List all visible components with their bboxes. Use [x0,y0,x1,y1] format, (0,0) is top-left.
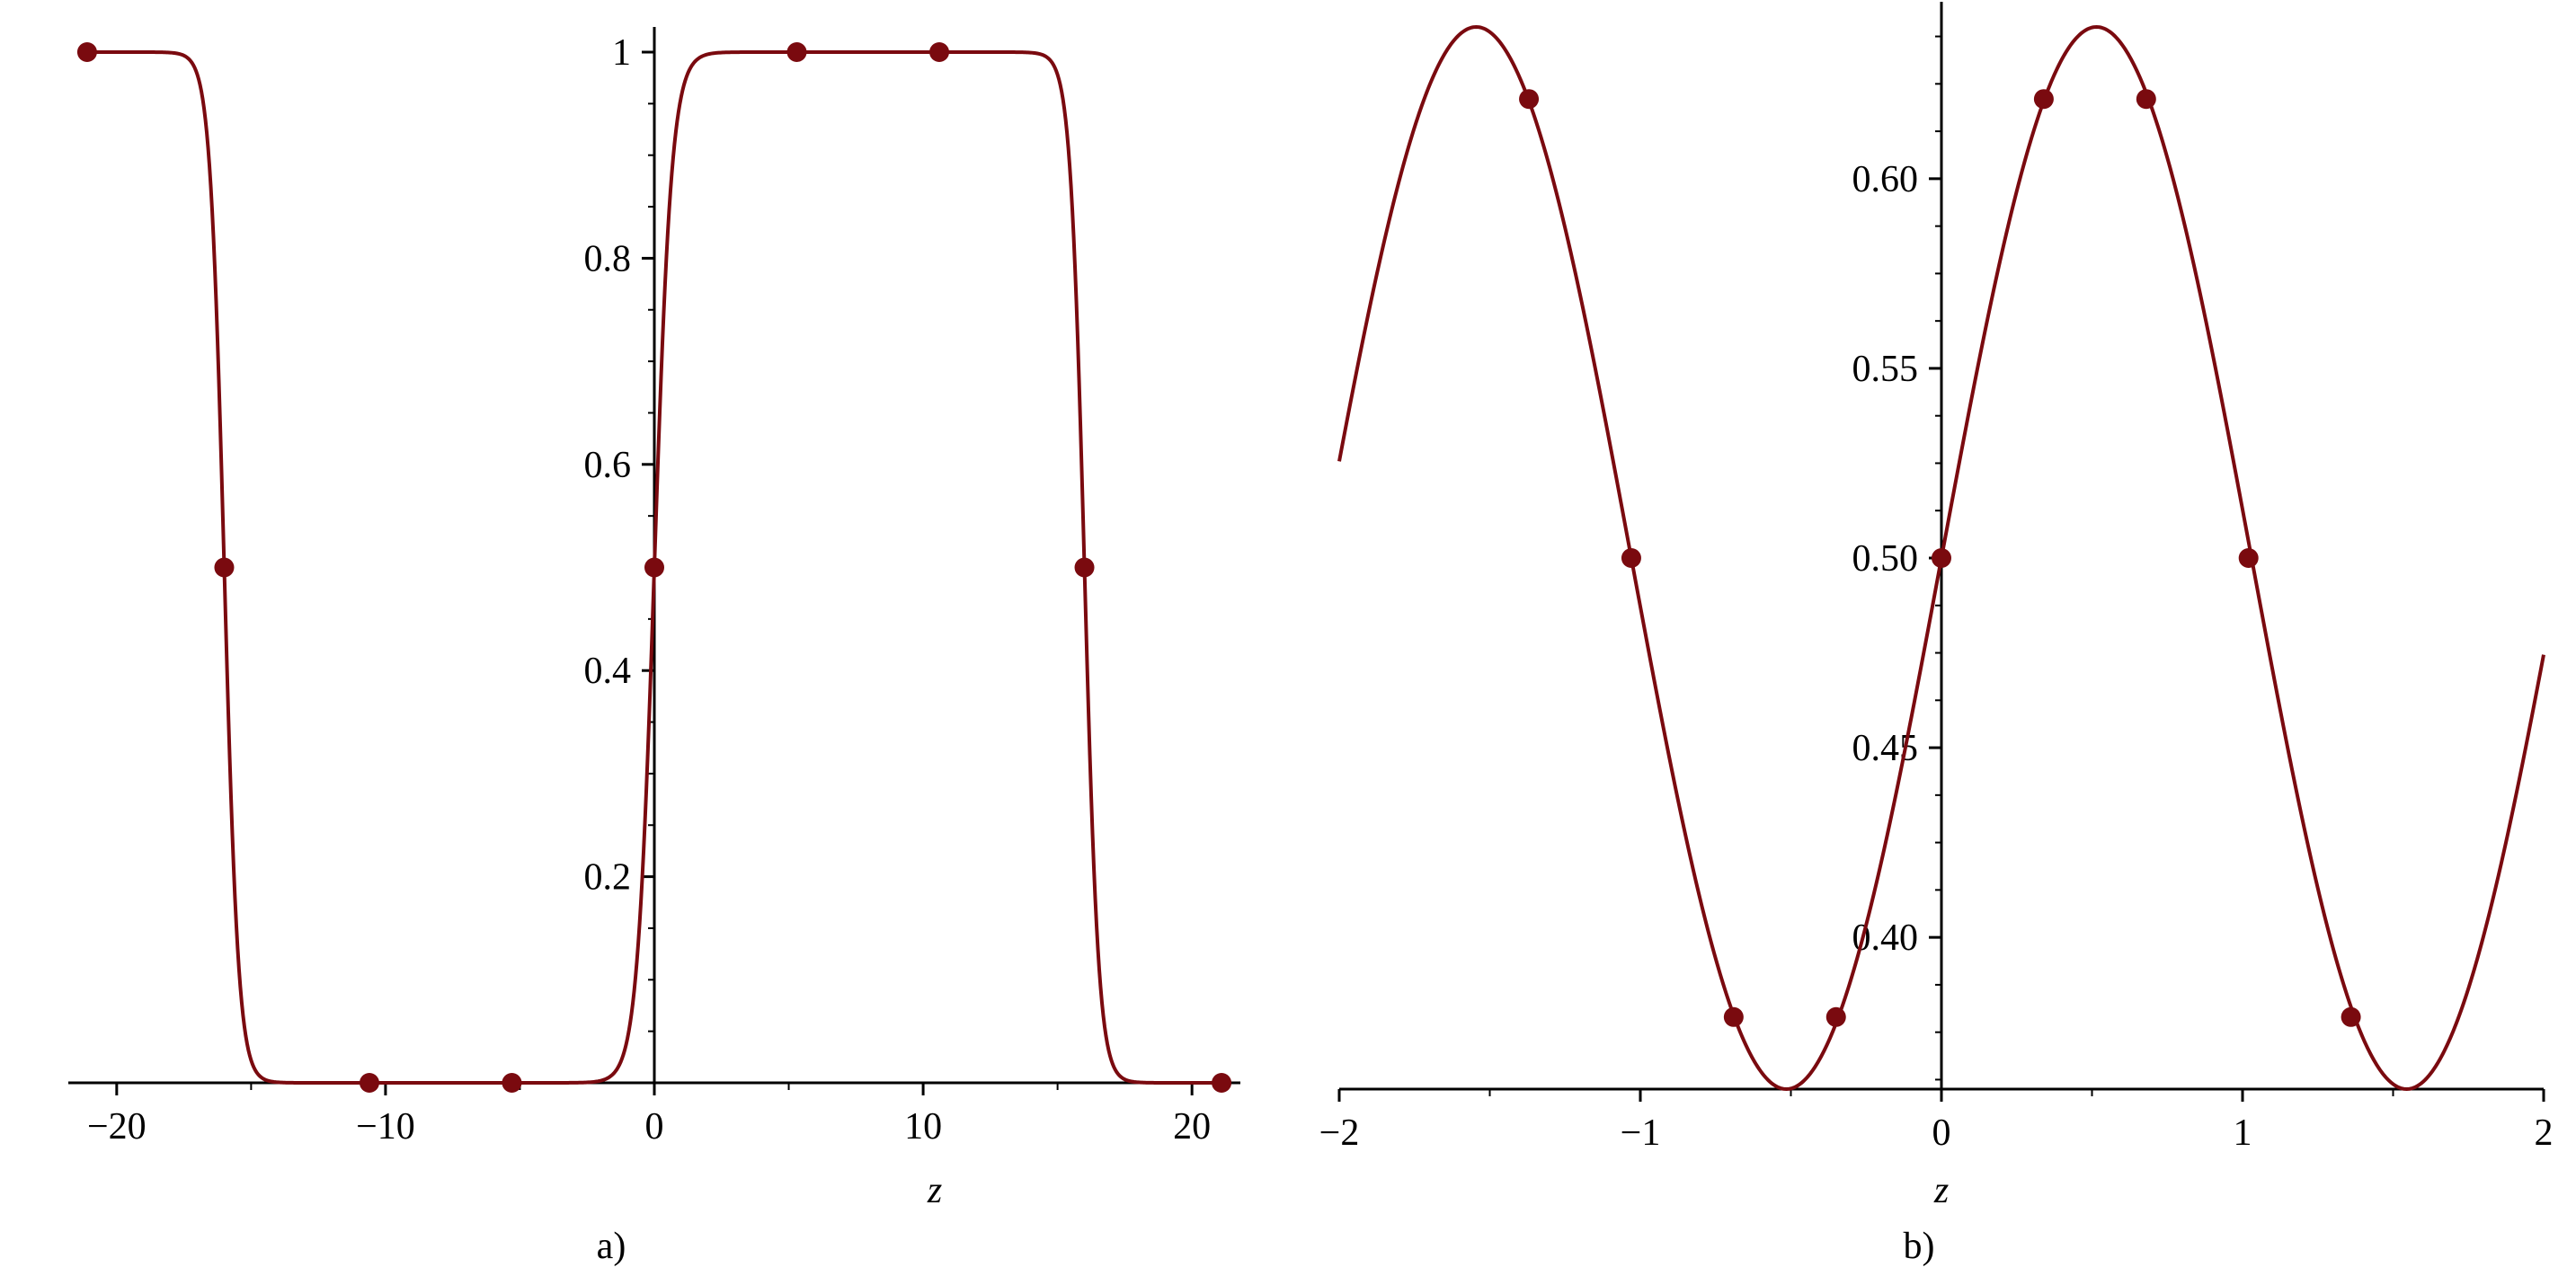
panel-a-chart: −20 −10 0 10 20 0.2 0.4 0.6 0.8 1 z a) [68,27,1240,1267]
y-tick-label: 0.2 [584,857,632,899]
x-tick-label: 20 [1173,1106,1211,1148]
x-axis-label: z [1933,1170,1949,1211]
x-tick-label: −20 [87,1106,147,1148]
x-tick-label: 10 [904,1106,942,1148]
x-tick-label: −1 [1621,1112,1661,1154]
data-point [359,1073,379,1093]
data-point [1212,1073,1232,1093]
x-tick-label: 2 [2535,1112,2554,1154]
data-point [2238,548,2259,568]
y-tick-label: 0.50 [1852,538,1919,580]
y-tick-label: 1 [612,32,631,74]
data-point [2033,89,2054,110]
x-tick-label: −10 [356,1106,415,1148]
data-point [1074,557,1095,578]
y-tick-label: 0.4 [584,651,632,692]
y-tick-label: 0.60 [1852,159,1919,200]
data-point [1825,1006,1846,1027]
data-point [929,42,950,62]
data-point [1723,1006,1744,1027]
x-tick-label: 0 [645,1106,664,1148]
x-tick-label: −2 [1319,1112,1360,1154]
x-tick-label: 0 [1932,1112,1951,1154]
y-tick-label: 0.55 [1852,349,1919,390]
series-curve [94,50,1212,1085]
data-point [786,42,807,62]
data-point [644,557,664,578]
x-tick-label: 1 [2234,1112,2252,1154]
data-point [1621,548,1641,568]
y-tick-label: 0.6 [584,445,632,486]
data-point [76,42,97,62]
panel-label: b) [1904,1226,1935,1267]
data-point [502,1073,522,1093]
data-point [2341,1006,2361,1027]
x-axis-label: z [927,1170,942,1211]
panel-label: a) [597,1226,626,1267]
data-point [1932,548,1951,568]
data-point [214,557,235,578]
y-tick-label: 0.8 [584,238,632,279]
data-point [2136,89,2156,110]
data-point [1519,89,1540,110]
